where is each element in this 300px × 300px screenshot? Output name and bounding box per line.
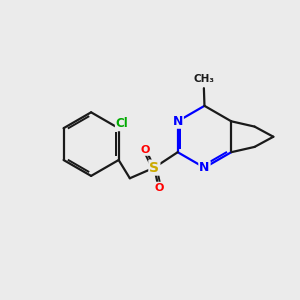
Text: CH₃: CH₃ [194, 74, 214, 84]
Text: O: O [155, 183, 164, 193]
Text: O: O [141, 145, 150, 155]
Text: S: S [149, 160, 159, 175]
Text: Cl: Cl [116, 117, 129, 130]
Text: N: N [172, 115, 183, 128]
Text: N: N [199, 161, 210, 174]
